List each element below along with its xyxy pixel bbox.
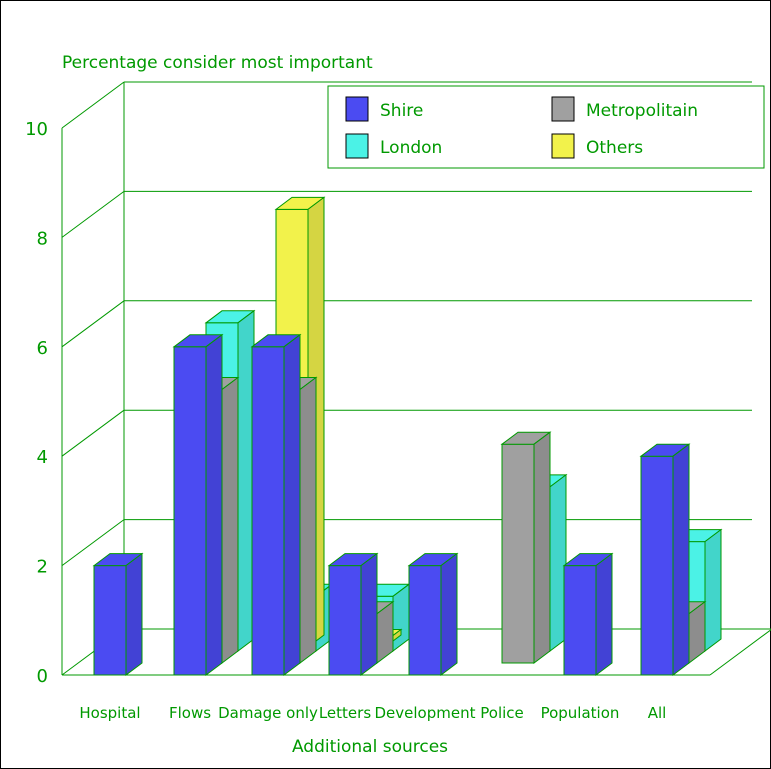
x-tick-label: Police <box>480 704 524 722</box>
legend-swatch <box>345 96 369 122</box>
legend-swatch <box>551 96 575 122</box>
y-tick-label: 4 <box>37 447 48 468</box>
y-tick-label: 10 <box>25 119 48 140</box>
x-tick-label: All <box>648 704 667 722</box>
bar-shire <box>407 552 459 676</box>
x-tick-label: Letters <box>319 704 371 722</box>
y-tick-label: 0 <box>37 666 48 687</box>
y-tick-label: 8 <box>37 228 48 249</box>
x-tick-label: Development <box>375 704 476 722</box>
legend-label: Others <box>586 138 643 158</box>
bar-shire <box>639 443 691 676</box>
legend-label: Metropolitain <box>586 101 698 121</box>
y-tick-label: 6 <box>37 338 48 359</box>
x-tick-label: Hospital <box>79 704 140 722</box>
x-tick-label: Flows <box>169 704 211 722</box>
x-tick-labels: Hospital Flows Damage only Letters Developme… <box>79 704 666 722</box>
chart-legend: Shire Metropolitain London Others <box>327 85 765 169</box>
bar-shire <box>562 552 614 676</box>
y-tick-labels: 0 2 4 6 8 10 <box>25 119 48 687</box>
y-tick-label: 2 <box>37 557 48 578</box>
bar-shire <box>172 333 224 676</box>
legend-swatch <box>345 133 369 159</box>
legend-label: Shire <box>380 101 423 121</box>
x-tick-label: Damage only <box>218 704 318 722</box>
legend-swatch <box>551 133 575 159</box>
bar-metropolitain <box>500 431 552 664</box>
bar-shire <box>250 333 302 676</box>
x-tick-label: Population <box>541 704 620 722</box>
bar-shire <box>92 552 144 676</box>
x-axis-label: Additional sources <box>292 737 448 757</box>
chart-title: Percentage consider most important <box>62 53 373 73</box>
chart-bars <box>92 196 723 676</box>
legend-label: London <box>380 138 442 158</box>
bar-shire <box>327 552 379 676</box>
